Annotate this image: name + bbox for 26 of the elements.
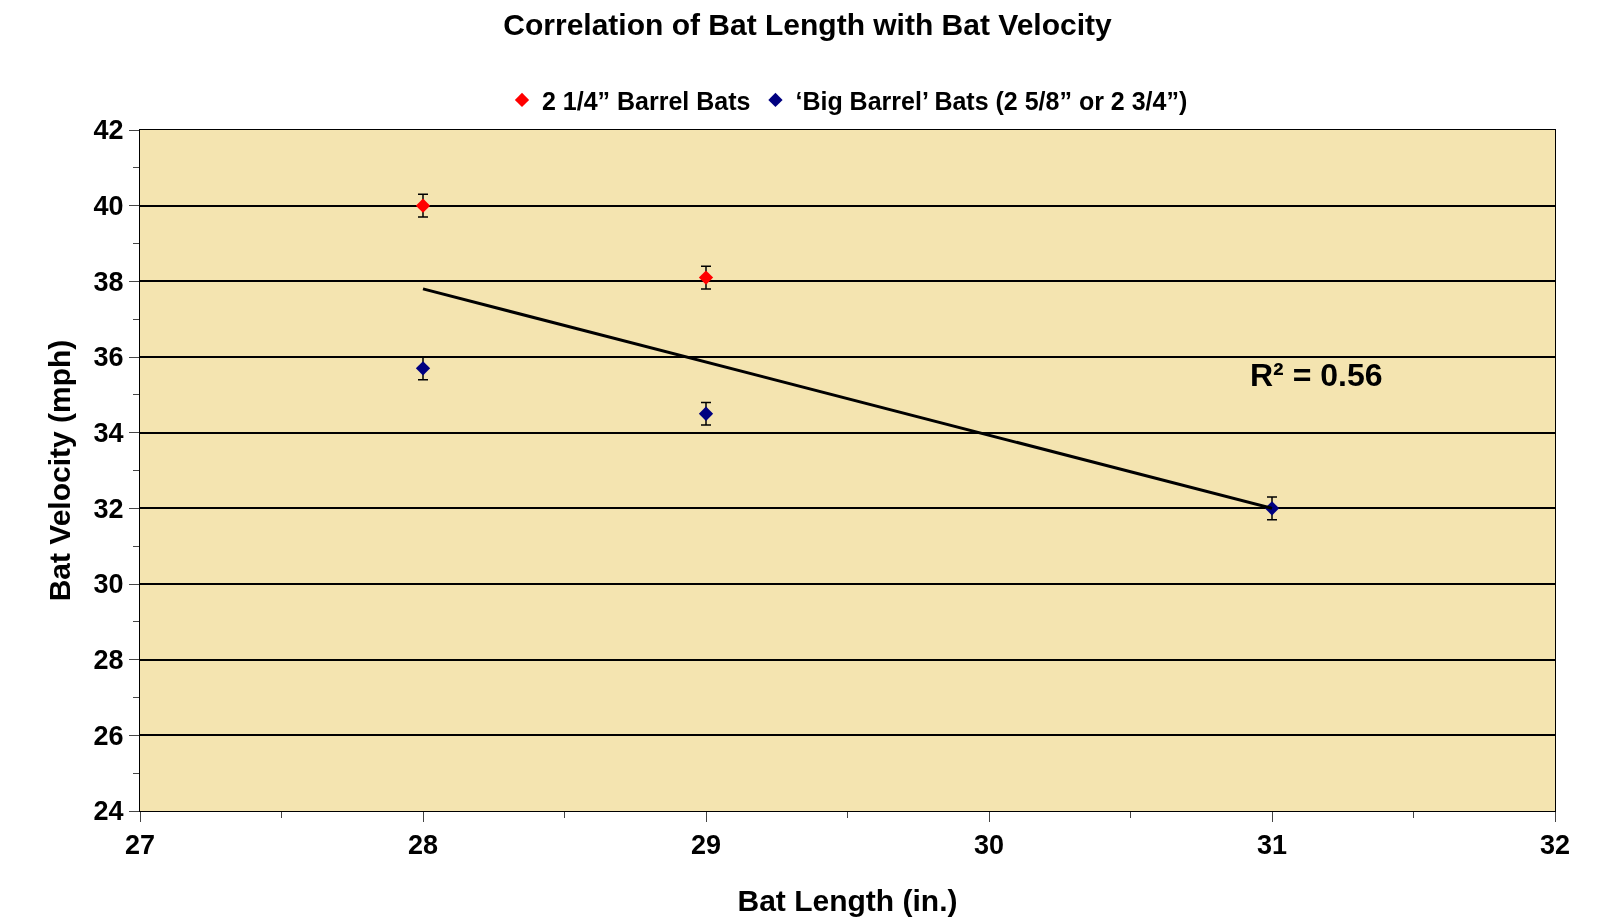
y-tick-label: 24 [93,796,124,827]
x-tick-label: 31 [1256,830,1288,861]
annotation: R² = 0.56 [1250,357,1383,393]
x-axis-title: Bat Length (in.) [737,884,958,917]
y-tick-label: 36 [93,342,124,373]
legend-label: ‘Big Barrel’ Bats (2 5/8” or 2 3/4”) [795,86,1188,115]
point [698,270,714,285]
point [698,406,714,421]
y-tick-label: 38 [93,266,124,297]
y-tick-label: 28 [93,645,124,676]
y-axis-title: Bat Velocity (mph) [43,339,76,602]
y-tick-label: 42 [93,115,124,146]
y-tick-label: 30 [93,569,124,600]
y-tick-label: 34 [93,418,124,449]
legend-label: 2 1/4” Barrel Bats [542,86,751,115]
x-tick-label: 32 [1539,830,1571,861]
x-tick-label: 28 [407,830,439,861]
x-tick-label: 27 [124,830,156,861]
chart-title: Correlation of Bat Length with Bat Velocity [503,7,1112,41]
point [415,198,431,213]
y-tick-label: 32 [93,493,124,524]
x-tick-label: 30 [973,830,1005,861]
y-tick-label: 26 [93,720,124,751]
point [415,361,431,376]
x-tick-label: 29 [690,830,722,861]
y-tick-label: 40 [93,191,124,222]
